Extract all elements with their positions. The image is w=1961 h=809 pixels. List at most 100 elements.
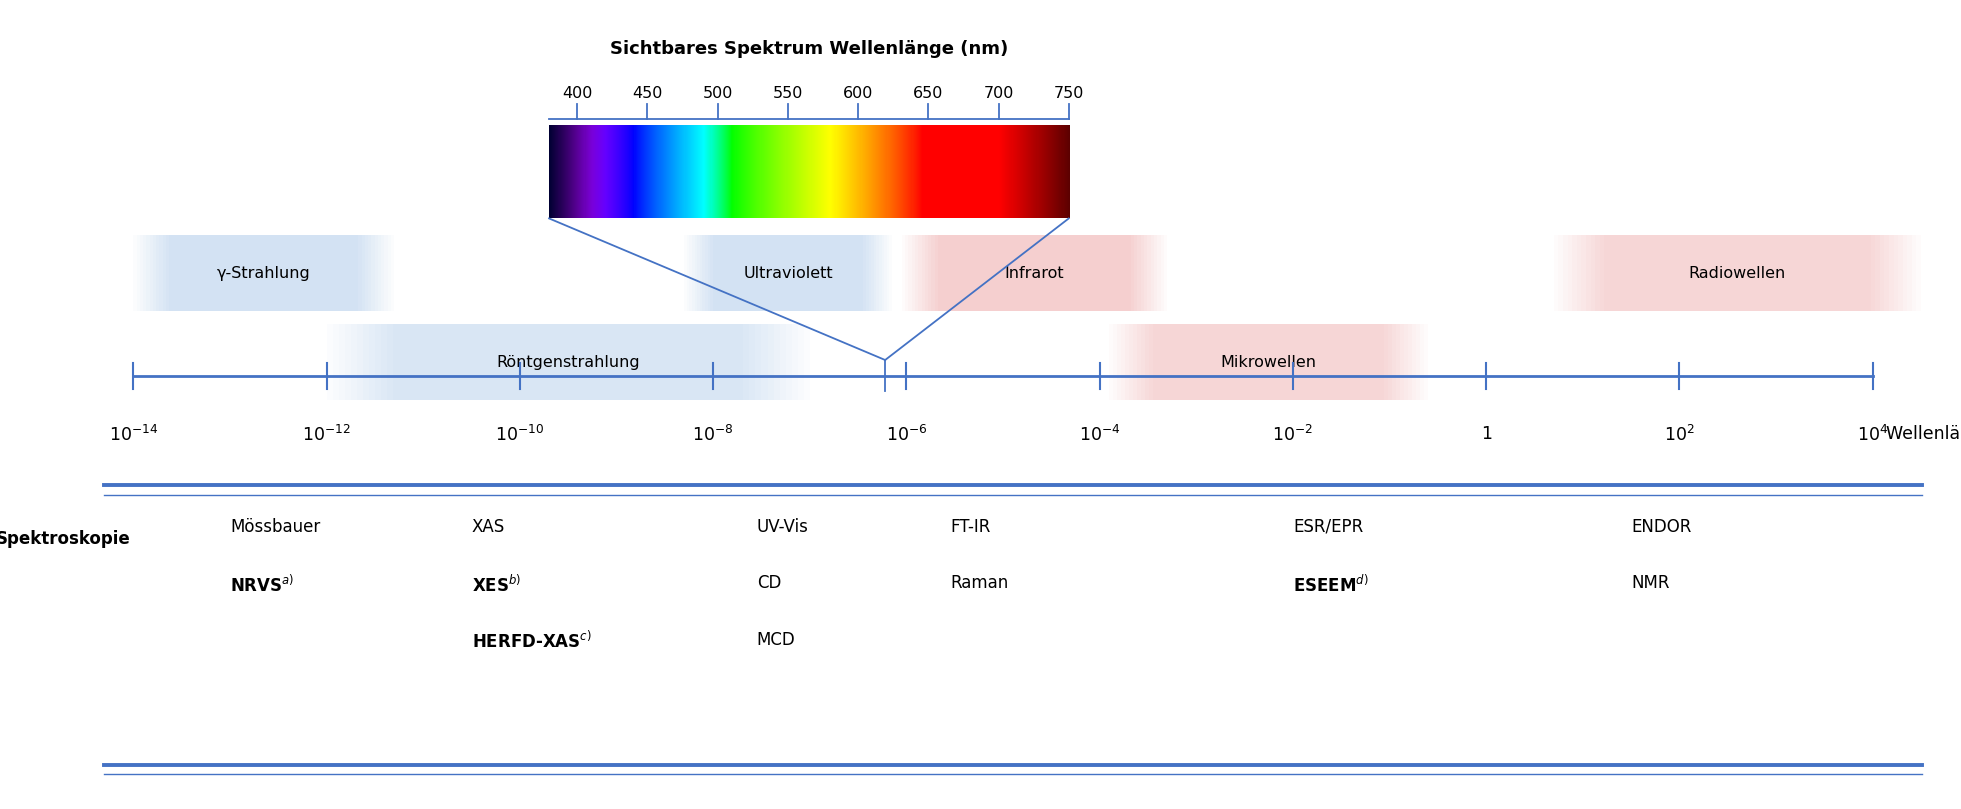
Bar [1133,235,1137,311]
Bar [537,324,543,400]
Bar [1885,235,1888,311]
Bar [1645,235,1651,311]
Bar [629,324,635,400]
Bar [816,235,820,311]
Bar [169,235,173,311]
Bar [375,324,380,400]
Bar [780,235,782,311]
Bar [598,324,604,400]
Bar [1004,235,1008,311]
Bar [763,235,765,311]
Bar [975,235,979,311]
Bar [306,235,310,311]
Text: γ-Strahlung: γ-Strahlung [218,265,310,281]
Bar [1816,235,1820,311]
Bar [1369,324,1373,400]
Bar [741,235,743,311]
Bar [1871,235,1875,311]
Bar [163,235,167,311]
Bar [969,235,971,311]
Bar [331,235,335,311]
Bar [369,324,375,400]
Bar [349,235,351,311]
Bar [792,324,798,400]
Bar [459,324,465,400]
Text: 450: 450 [631,86,663,101]
Bar [635,324,641,400]
Bar [471,324,478,400]
Text: $10^{4}$: $10^{4}$ [1857,425,1888,445]
Bar [1253,324,1257,400]
Bar [716,235,718,311]
Bar [302,235,306,311]
Bar [790,235,794,311]
Bar [133,235,137,311]
Bar [271,235,275,311]
Bar [890,235,892,311]
Bar [357,324,363,400]
Bar [984,235,988,311]
Bar [1888,235,1894,311]
Bar [1424,324,1428,400]
Text: ESEEM$^{d)}$: ESEEM$^{d)}$ [1292,574,1369,595]
Bar [284,235,286,311]
Bar [1337,324,1341,400]
Text: Infrarot: Infrarot [1004,265,1065,281]
Text: $10^{-2}$: $10^{-2}$ [1273,425,1314,445]
Bar [247,235,251,311]
Bar [267,235,271,311]
Bar [980,235,984,311]
Text: FT-IR: FT-IR [949,518,990,536]
Bar [1586,235,1590,311]
Text: $1$: $1$ [1481,425,1492,443]
Bar [1131,235,1133,311]
Bar [241,235,245,311]
Bar [384,235,388,311]
Bar [1365,324,1369,400]
Bar [688,324,694,400]
Bar [1200,324,1204,400]
Bar [1720,235,1724,311]
Bar [280,235,284,311]
Bar [853,235,855,311]
Text: Sichtbares Spektrum Wellenlänge (nm): Sichtbares Spektrum Wellenlänge (nm) [610,40,1008,58]
Bar [286,235,290,311]
Bar [788,235,790,311]
Bar [1118,324,1122,400]
Bar [1094,235,1098,311]
Text: CD: CD [757,574,780,592]
Bar [1210,324,1214,400]
Bar [1249,324,1253,400]
Bar [1802,235,1806,311]
Bar [798,324,804,400]
Bar [447,324,453,400]
Bar [1141,324,1145,400]
Bar [478,324,484,400]
Bar [786,235,788,311]
Bar [1145,324,1149,400]
Text: ESR/EPR: ESR/EPR [1292,518,1363,536]
Bar [1357,324,1361,400]
Bar [1024,235,1028,311]
Bar [867,235,869,311]
Bar [1157,235,1161,311]
Bar [861,235,863,311]
Bar [1104,235,1108,311]
Bar [580,324,586,400]
Bar [690,235,692,311]
Bar [400,324,406,400]
Bar [1161,235,1165,311]
Bar [1604,235,1608,311]
Bar [1839,235,1843,311]
Bar [935,235,937,311]
Text: Raman: Raman [949,574,1008,592]
Bar [700,235,702,311]
Bar [877,235,879,311]
Bar [1820,235,1824,311]
Bar [1714,235,1720,311]
Bar [1312,324,1316,400]
Bar [994,235,998,311]
Bar [743,324,749,400]
Bar [1133,324,1137,400]
Text: Wellenlänge (m): Wellenlänge (m) [1886,425,1961,443]
